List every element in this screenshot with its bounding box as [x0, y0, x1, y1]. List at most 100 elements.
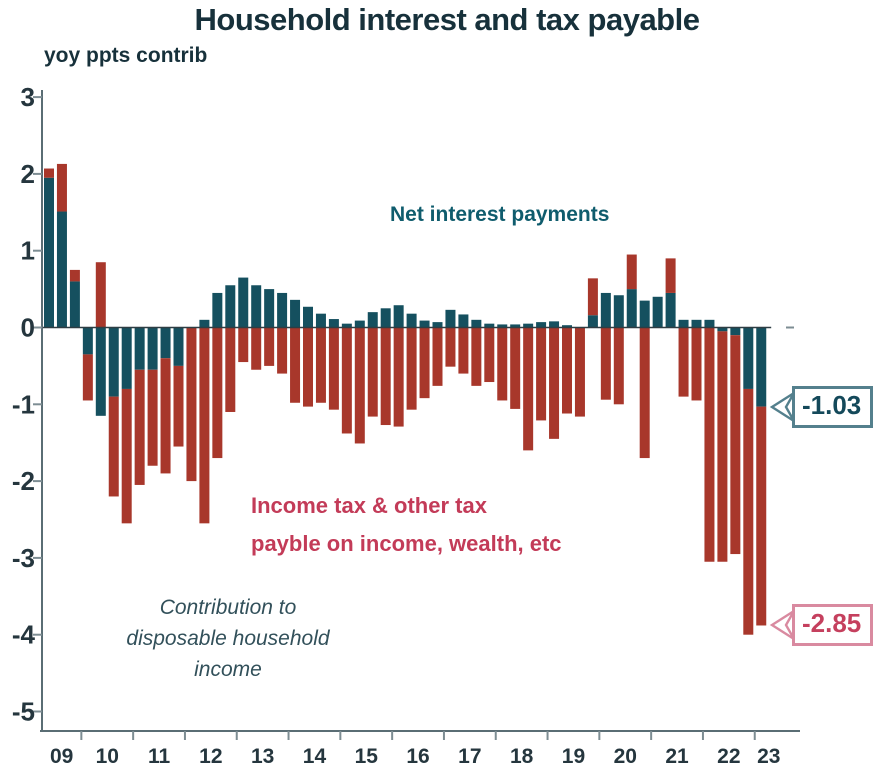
bar-tax-segment [626, 254, 637, 290]
bar-interest-segment [510, 324, 521, 328]
bar-tax-segment [121, 388, 132, 524]
bar-interest-segment [743, 327, 754, 389]
bar-interest-segment [69, 281, 80, 328]
bar-interest-segment [44, 177, 54, 328]
bar-tax-segment [393, 327, 404, 427]
bar-tax-segment [95, 262, 106, 328]
contribution-note-line2: disposable household [126, 627, 330, 650]
y-tick-label: 2 [21, 159, 35, 189]
x-tick-label: 17 [458, 745, 481, 768]
bar-tax-segment [743, 388, 754, 635]
y-tick-label: 3 [21, 82, 35, 112]
bar-interest-segment [717, 327, 728, 332]
bar-interest-segment [639, 300, 650, 328]
bar-tax-segment [691, 327, 702, 401]
y-tick-label: -3 [12, 543, 35, 573]
bar-tax-segment [108, 396, 119, 497]
bar-tax-segment [354, 327, 365, 444]
bar-interest-segment [212, 292, 223, 328]
callout-net-interest-value: -1.03 [802, 389, 862, 420]
contribution-note-line3: income [194, 658, 262, 681]
bar-interest-segment [108, 327, 119, 397]
bar-tax-segment [497, 327, 508, 401]
bar-interest-segment [290, 299, 301, 328]
bar-interest-segment [380, 308, 391, 328]
bar-interest-segment [445, 309, 456, 328]
bar-interest-segment [264, 289, 275, 328]
bar-interest-segment [484, 323, 495, 328]
bar-tax-segment [225, 327, 236, 412]
bar-tax-segment [419, 327, 430, 399]
bar-interest-segment [665, 292, 676, 328]
bar-tax-segment [328, 327, 339, 410]
bar-tax-segment [238, 327, 249, 363]
bar-interest-segment [652, 296, 663, 328]
bar-interest-segment [238, 277, 249, 328]
x-tick-label: 21 [665, 745, 689, 768]
bar-interest-segment [562, 325, 572, 328]
x-tick-label: 10 [96, 745, 119, 768]
net-interest-series-label: Net interest payments [390, 203, 610, 226]
x-tick-label: 19 [562, 745, 585, 768]
x-tick-label: 09 [50, 745, 73, 768]
y-tick-label: -1 [12, 389, 35, 419]
x-tick-label: 22 [717, 745, 740, 768]
bar-tax-segment [613, 327, 624, 405]
bar-tax-segment [186, 327, 197, 482]
bar-interest-segment [393, 305, 404, 328]
bar-tax-segment [303, 327, 313, 407]
bar-interest-segment [354, 320, 365, 328]
x-tick-label: 12 [199, 745, 222, 768]
bar-tax-segment [574, 327, 585, 417]
bar-tax-segment [406, 327, 417, 410]
bar-interest-segment [613, 295, 624, 328]
x-tick-label: 13 [251, 745, 274, 768]
x-tick-label: 15 [355, 745, 379, 768]
tax-series-label-line1: Income tax & other tax [251, 493, 487, 518]
chart-axis-unit-label: yoy ppts contrib [44, 44, 208, 67]
bar-tax-segment [445, 327, 456, 367]
bar-tax-segment [56, 163, 67, 212]
bar-interest-segment [328, 319, 339, 328]
bar-interest-segment [367, 312, 378, 328]
bar-tax-segment [549, 327, 560, 439]
bar-interest-segment [251, 285, 262, 328]
x-tick-label: 11 [148, 745, 171, 768]
bar-tax-segment [523, 327, 534, 451]
callout-tax-value: -2.85 [802, 608, 862, 639]
bar-tax-segment [432, 327, 443, 386]
x-tick-label: 14 [303, 745, 327, 768]
bar-interest-segment [406, 313, 417, 328]
bar-interest-segment [56, 211, 67, 328]
bar-interest-segment [678, 319, 689, 328]
y-tick-label: -2 [12, 466, 35, 496]
bar-interest-segment [523, 323, 534, 328]
bar-tax-segment [587, 278, 598, 316]
bar-interest-segment [587, 315, 598, 328]
bar-tax-segment [471, 327, 482, 386]
bar-interest-segment [626, 289, 637, 328]
bar-tax-segment [82, 354, 93, 401]
bar-interest-segment [121, 327, 132, 389]
bar-tax-segment [290, 327, 301, 403]
y-tick-label: 0 [21, 313, 35, 343]
bar-tax-segment [484, 327, 495, 383]
bar-tax-segment [264, 327, 275, 366]
callout-tax-value-box: -2.85 [792, 604, 874, 647]
bar-tax-segment [704, 327, 715, 562]
bar-interest-segment [82, 327, 93, 355]
bar-interest-segment [199, 319, 210, 328]
tax-series-label-line2: payble on income, wealth, etc [251, 531, 562, 556]
bar-interest-segment [134, 327, 145, 370]
x-tick-label: 20 [614, 745, 637, 768]
callout-net-interest: -1.03 [768, 385, 874, 429]
tax-series-label: Income tax & other tax payble on income,… [251, 487, 562, 563]
bar-interest-segment [497, 324, 508, 328]
bar-tax-segment [510, 327, 521, 409]
bar-tax-segment [199, 327, 210, 524]
bar-tax-segment [756, 406, 767, 626]
bar-interest-segment [419, 320, 430, 328]
callout-net-interest-value-box: -1.03 [792, 385, 874, 428]
